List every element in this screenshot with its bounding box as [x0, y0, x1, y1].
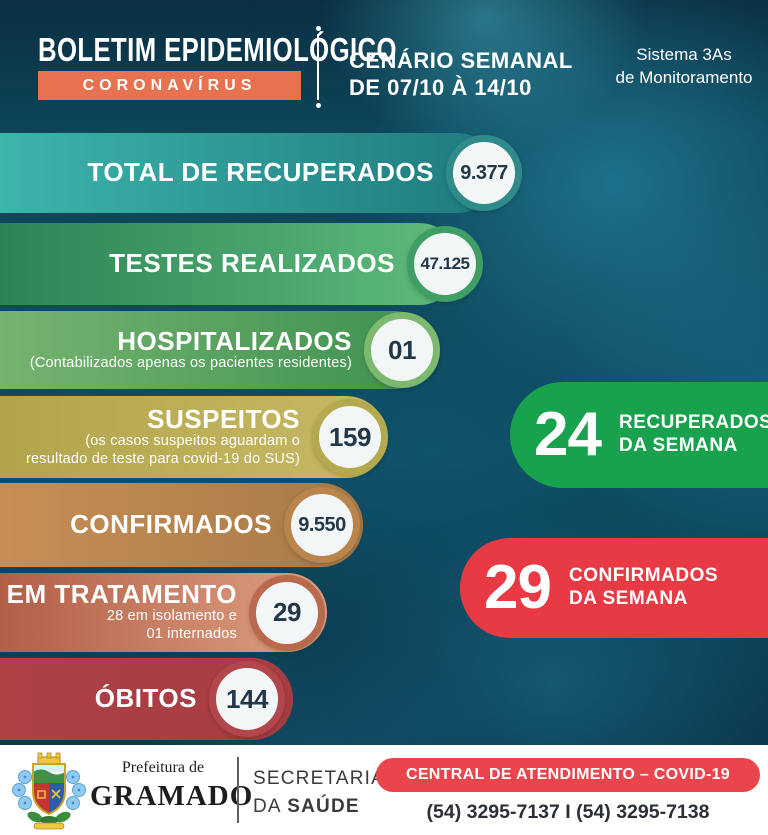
stat-value: 29	[273, 597, 301, 627]
period-line1: CENÁRIO SEMANAL	[349, 48, 573, 73]
divider-dot-top	[315, 26, 321, 31]
stat-value: 47.125	[420, 254, 471, 273]
stat-value-circle: 29	[249, 574, 325, 651]
stat-label: EM TRATAMENTO	[6, 579, 237, 610]
stat-text: ÓBITOS	[10, 658, 197, 740]
stat-note: resultado de teste para covid-19 do SUS)	[26, 450, 300, 467]
stat-value: 159	[329, 421, 371, 452]
stat-bar-confirmados: CONFIRMADOS 9.550	[0, 483, 363, 567]
weekly-recovered-badge: 24 RECUPERADOS DA SEMANA	[510, 382, 768, 488]
city-name: GRAMADO	[90, 780, 254, 812]
stat-label: TESTES REALIZADOS	[109, 248, 395, 279]
prefecture-label: Prefeitura de	[121, 759, 205, 776]
scroll-icon	[33, 822, 65, 830]
page-title: BOLETIM EPIDEMIOLÓGICO	[38, 31, 397, 68]
coronavirus-banner: CORONAVÍRUS	[38, 71, 301, 100]
stat-value-circle: 144	[209, 661, 285, 737]
stat-value: 01	[388, 334, 416, 365]
badge-label-line1: CONFIRMADOS	[568, 565, 719, 587]
stat-note: (Contabilizados apenas os pacientes resi…	[29, 354, 352, 371]
stat-label: ÓBITOS	[94, 683, 197, 714]
shield-icon	[33, 764, 65, 814]
badge-value: 29	[484, 553, 552, 622]
stat-label: HOSPITALIZADOS	[117, 325, 352, 356]
city-coat-of-arms	[12, 752, 86, 830]
department-line2: DA SAÚDE	[253, 793, 385, 821]
hotline-banner: CENTRAL DE ATENDIMENTO – COVID-19	[376, 758, 760, 792]
department-line2-normal: DA	[253, 795, 281, 817]
stat-note: 28 em isolamento e	[106, 608, 237, 625]
badge-label-line1: RECUPERADOS	[618, 412, 768, 434]
badge-label-line2: DA SEMANA	[568, 588, 688, 609]
laurel-leaves-icon	[27, 811, 71, 824]
prefecture-block: Prefeitura de GRAMADO	[90, 759, 254, 813]
hydrangea-flowers-icon	[12, 770, 86, 810]
monitoring-system-label: Sistema 3As de Monitoramento	[600, 44, 768, 90]
health-department-label: SECRETARIA DA SAÚDE	[253, 765, 385, 820]
stat-label: SUSPEITOS	[147, 403, 300, 434]
stat-text: TESTES REALIZADOS	[10, 223, 395, 305]
system-line2: de Monitoramento	[615, 67, 753, 87]
stat-note: (os casos suspeitos aguardam o	[85, 432, 300, 449]
weekly-confirmed-badge: 29 CONFIRMADOS DA SEMANA	[460, 538, 768, 638]
stat-value: 9.377	[460, 161, 508, 184]
badge-label-line2: DA SEMANA	[618, 435, 738, 456]
divider-dot-bottom	[315, 103, 321, 108]
header-divider	[317, 34, 319, 100]
weekly-period-label: CENÁRIO SEMANAL DE 07/10 À 14/10	[349, 47, 573, 101]
stat-bar-em-tratamento: EM TRATAMENTO 28 em isolamento e 01 inte…	[0, 573, 327, 652]
stat-bar-suspeitos: SUSPEITOS (os casos suspeitos aguardam o…	[0, 396, 388, 478]
stat-text: EM TRATAMENTO 28 em isolamento e 01 inte…	[6, 573, 237, 652]
stat-note: 01 internados	[146, 626, 237, 643]
stat-value: 144	[226, 683, 268, 714]
hotline-phone-numbers: (54) 3295-7137 I (54) 3295-7138	[426, 801, 710, 823]
stat-text: SUSPEITOS (os casos suspeitos aguardam o…	[10, 396, 300, 478]
stat-label: TOTAL DE RECUPERADOS	[87, 157, 434, 188]
stat-bar-obitos: ÓBITOS 144	[0, 658, 293, 740]
stat-value-circle: 9.550	[284, 487, 360, 563]
stat-value-circle: 9.377	[446, 135, 522, 211]
department-line1: SECRETARIA	[253, 768, 386, 789]
stat-value-circle: 01	[364, 312, 440, 388]
footer-divider	[237, 757, 239, 823]
period-line2: DE 07/10 À 14/10	[349, 75, 532, 101]
stat-text: TOTAL DE RECUPERADOS	[10, 133, 434, 213]
system-line1: Sistema 3As	[636, 45, 732, 64]
badge-label: CONFIRMADOS DA SEMANA	[569, 565, 718, 611]
stat-value-circle: 159	[312, 399, 388, 475]
badge-value: 24	[534, 400, 602, 469]
stat-label: CONFIRMADOS	[70, 509, 272, 540]
footer: Prefeitura de GRAMADO SECRETARIA DA SAÚD…	[0, 745, 768, 835]
stat-text: HOSPITALIZADOS (Contabilizados apenas os…	[10, 311, 352, 389]
stat-bar-testes-realizados: TESTES REALIZADOS 47.125	[0, 223, 483, 305]
badge-label: RECUPERADOS DA SEMANA	[619, 412, 768, 458]
stat-value-circle: 47.125	[407, 226, 483, 302]
department-line2-bold: SAÚDE	[287, 795, 360, 817]
stat-bar-total-recuperados: TOTAL DE RECUPERADOS 9.377	[0, 133, 522, 213]
crown-icon	[37, 752, 61, 765]
stat-value: 9.550	[298, 513, 346, 536]
stat-bar-hospitalizados: HOSPITALIZADOS (Contabilizados apenas os…	[0, 311, 440, 389]
stat-text: CONFIRMADOS	[10, 483, 272, 567]
